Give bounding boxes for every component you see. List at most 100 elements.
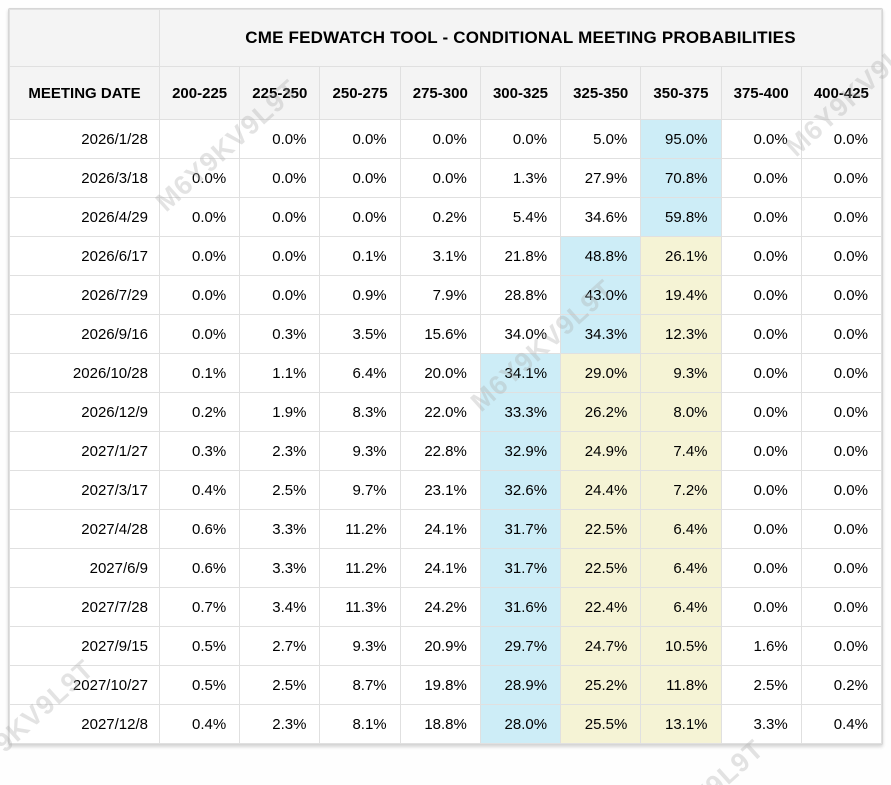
probability-cell: 24.7%	[560, 626, 642, 666]
probability-cell: 0.0%	[239, 197, 321, 237]
probability-cell: 12.3%	[640, 314, 722, 354]
probability-cell: 0.0%	[239, 236, 321, 276]
corner-cell	[9, 9, 160, 67]
probability-cell: 22.5%	[560, 509, 642, 549]
meeting-date-cell: 2026/3/18	[9, 158, 160, 198]
probability-cell: 28.9%	[479, 665, 562, 705]
probability-cell: 15.6%	[399, 314, 481, 354]
probability-cell: 0.0%	[800, 119, 883, 159]
meeting-date-cell: 2026/10/28	[9, 353, 160, 393]
probability-cell: 6.4%	[640, 509, 722, 549]
probability-cell: 27.9%	[560, 158, 642, 198]
probability-cell: 26.2%	[560, 392, 642, 432]
probability-cell: 0.2%	[158, 392, 241, 432]
table-row: 2027/7/28 0.7% 3.4% 11.3% 24.2% 31.6% 22.4% 6.4…	[9, 587, 883, 627]
rate-range-header: 350-375	[640, 66, 722, 120]
probability-cell: 0.4%	[800, 704, 883, 744]
probability-cell: 3.1%	[399, 236, 481, 276]
meeting-date-cell: 2027/12/8	[9, 704, 160, 744]
column-header-row: MEETING DATE 200-225 225-250 250-275 275-30…	[9, 66, 883, 120]
rate-range-header: 275-300	[399, 66, 481, 120]
probability-cell: 6.4%	[640, 587, 722, 627]
probability-cell: 0.3%	[158, 431, 241, 471]
probability-cell: 0.0%	[239, 275, 321, 315]
meeting-date-cell: 2027/3/17	[9, 470, 160, 510]
probability-cell: 5.4%	[479, 197, 562, 237]
probability-cell: 0.0%	[800, 548, 883, 588]
table-title: CME FEDWATCH TOOL - CONDITIONAL MEETING …	[159, 9, 882, 67]
rate-range-header: 400-425	[800, 66, 883, 120]
probability-cell	[158, 119, 241, 159]
probability-cell: 7.9%	[399, 275, 481, 315]
probability-cell: 0.2%	[399, 197, 481, 237]
probability-cell: 0.0%	[720, 509, 802, 549]
rate-range-header: 325-350	[560, 66, 642, 120]
table-row: 2026/9/16 0.0% 0.3% 3.5% 15.6% 34.0% 34.3% 12.3…	[9, 314, 883, 354]
probability-cell: 0.0%	[319, 158, 401, 198]
table-row: 2027/12/8 0.4% 2.3% 8.1% 18.8% 28.0% 25.5% 13.1…	[9, 704, 883, 744]
table-row: 2026/1/28 0.0% 0.0% 0.0% 0.0% 5.0% 95.0% 0.0% 0.…	[9, 119, 883, 159]
probability-cell: 0.0%	[720, 275, 802, 315]
probability-cell: 13.1%	[640, 704, 722, 744]
probability-cell: 22.5%	[560, 548, 642, 588]
table-row: 2026/12/9 0.2% 1.9% 8.3% 22.0% 33.3% 26.2% 8.0%…	[9, 392, 883, 432]
meeting-date-cell: 2027/6/9	[9, 548, 160, 588]
probability-cell: 70.8%	[640, 158, 722, 198]
probability-cell: 0.4%	[158, 470, 241, 510]
probability-cell: 0.0%	[800, 158, 883, 198]
probability-cell: 22.8%	[399, 431, 481, 471]
table-row: 2026/10/28 0.1% 1.1% 6.4% 20.0% 34.1% 29.0% 9.3…	[9, 353, 883, 393]
probability-cell: 3.3%	[239, 509, 321, 549]
probability-cell: 0.3%	[239, 314, 321, 354]
probability-cell: 0.0%	[800, 275, 883, 315]
probability-cell: 31.6%	[479, 587, 562, 627]
probability-cell: 3.5%	[319, 314, 401, 354]
probability-cell: 6.4%	[319, 353, 401, 393]
table-row: 2026/3/18 0.0% 0.0% 0.0% 0.0% 1.3% 27.9% 70.8% 0…	[9, 158, 883, 198]
rate-range-header: 250-275	[319, 66, 401, 120]
table-row: 2026/7/29 0.0% 0.0% 0.9% 7.9% 28.8% 43.0% 19.4%…	[9, 275, 883, 315]
table-row: 2027/9/15 0.5% 2.7% 9.3% 20.9% 29.7% 24.7% 10.5…	[9, 626, 883, 666]
probability-cell: 24.4%	[560, 470, 642, 510]
probability-cell: 0.0%	[158, 236, 241, 276]
probability-cell: 0.0%	[800, 587, 883, 627]
probability-cell: 0.1%	[158, 353, 241, 393]
probability-cell: 8.1%	[319, 704, 401, 744]
probability-cell: 1.9%	[239, 392, 321, 432]
probability-cell: 25.5%	[560, 704, 642, 744]
meeting-date-cell: 2026/7/29	[9, 275, 160, 315]
probability-cell: 8.3%	[319, 392, 401, 432]
probability-cell: 0.0%	[800, 626, 883, 666]
probability-cell: 34.6%	[560, 197, 642, 237]
rate-range-header: 375-400	[720, 66, 802, 120]
probability-cell: 0.0%	[800, 392, 883, 432]
probability-cell: 0.0%	[800, 509, 883, 549]
meeting-date-cell: 2026/4/29	[9, 197, 160, 237]
probability-cell: 23.1%	[399, 470, 481, 510]
meeting-date-cell: 2027/10/27	[9, 665, 160, 705]
probability-cell: 18.8%	[399, 704, 481, 744]
fedwatch-conditional-probabilities-panel: CME FEDWATCH TOOL - CONDITIONAL MEETING …	[8, 8, 883, 745]
probability-cell: 34.3%	[560, 314, 642, 354]
meeting-date-cell: 2026/12/9	[9, 392, 160, 432]
probability-cell: 0.1%	[319, 236, 401, 276]
table-row: 2027/3/17 0.4% 2.5% 9.7% 23.1% 32.6% 24.4% 7.2%…	[9, 470, 883, 510]
probability-cell: 19.8%	[399, 665, 481, 705]
probability-cell: 0.0%	[800, 470, 883, 510]
meeting-date-cell: 2027/1/27	[9, 431, 160, 471]
probability-cell: 0.5%	[158, 626, 241, 666]
probability-cell: 0.5%	[158, 665, 241, 705]
probability-cell: 0.0%	[800, 431, 883, 471]
probability-cell: 0.0%	[399, 158, 481, 198]
probability-cell: 7.4%	[640, 431, 722, 471]
table-row: 2026/6/17 0.0% 0.0% 0.1% 3.1% 21.8% 48.8% 26.1%…	[9, 236, 883, 276]
probability-cell: 24.1%	[399, 548, 481, 588]
probability-cell: 2.5%	[720, 665, 802, 705]
probability-cell: 0.0%	[319, 119, 401, 159]
probability-cell: 0.0%	[800, 353, 883, 393]
probability-cell: 0.0%	[720, 431, 802, 471]
probability-cell: 0.0%	[158, 314, 241, 354]
probability-cell: 29.0%	[560, 353, 642, 393]
probability-cell: 8.0%	[640, 392, 722, 432]
meeting-date-cell: 2027/9/15	[9, 626, 160, 666]
